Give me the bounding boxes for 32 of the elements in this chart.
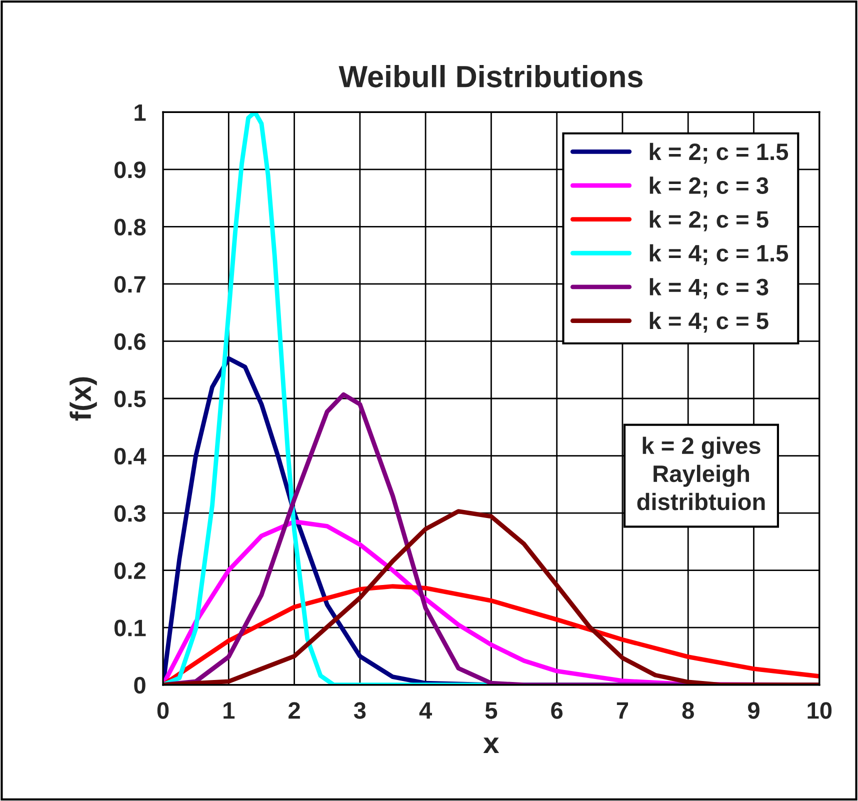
- legend-label: k = 2; c = 1.5: [650, 142, 788, 164]
- y-tick-label: 0.2: [114, 562, 146, 580]
- x-tick-label: 9: [748, 702, 760, 719]
- x-tick-label: 10: [808, 702, 832, 719]
- y-tick-label: 1: [134, 104, 146, 121]
- legend-label: k = 4; c = 1.5: [650, 244, 788, 266]
- annotation: k = 2 gives Rayleigh distribtuion: [637, 436, 765, 510]
- y-tick-label: 0.9: [114, 161, 146, 178]
- y-tick-label: 0.4: [114, 448, 146, 465]
- x-tick-label: 3: [354, 702, 366, 719]
- y-tick-label: 0.1: [114, 620, 146, 636]
- y-tick-label: 0.5: [114, 390, 146, 408]
- y-tick-label: 0.3: [114, 505, 146, 522]
- y-tick-label: 0.7: [114, 276, 146, 293]
- x-tick-label: 7: [616, 702, 628, 719]
- x-axis-title: x: [483, 738, 500, 753]
- y-tick-label: 0.6: [114, 333, 146, 350]
- legend-label: k = 4; c = 5: [650, 312, 768, 333]
- legend-label: k = 4; c = 3: [650, 278, 768, 299]
- legend-label: k = 2; c = 5: [650, 210, 768, 232]
- y-tick-label: 0.8: [114, 218, 146, 236]
- x-tick-label: 6: [551, 702, 563, 719]
- legend-label: k = 2; c = 3: [650, 176, 768, 198]
- x-tick-label: 8: [682, 702, 694, 719]
- y-axis-title: f(x): [70, 377, 97, 421]
- x-tick-label: 0: [157, 702, 169, 719]
- x-tick-label: 5: [485, 702, 498, 719]
- y-tick-label: 0: [134, 676, 146, 694]
- x-tick-label: 2: [288, 702, 300, 719]
- x-tick-label: 1: [224, 702, 235, 719]
- x-tick-label: 4: [419, 702, 432, 719]
- chart-title: Weibull Distributions: [338, 64, 642, 88]
